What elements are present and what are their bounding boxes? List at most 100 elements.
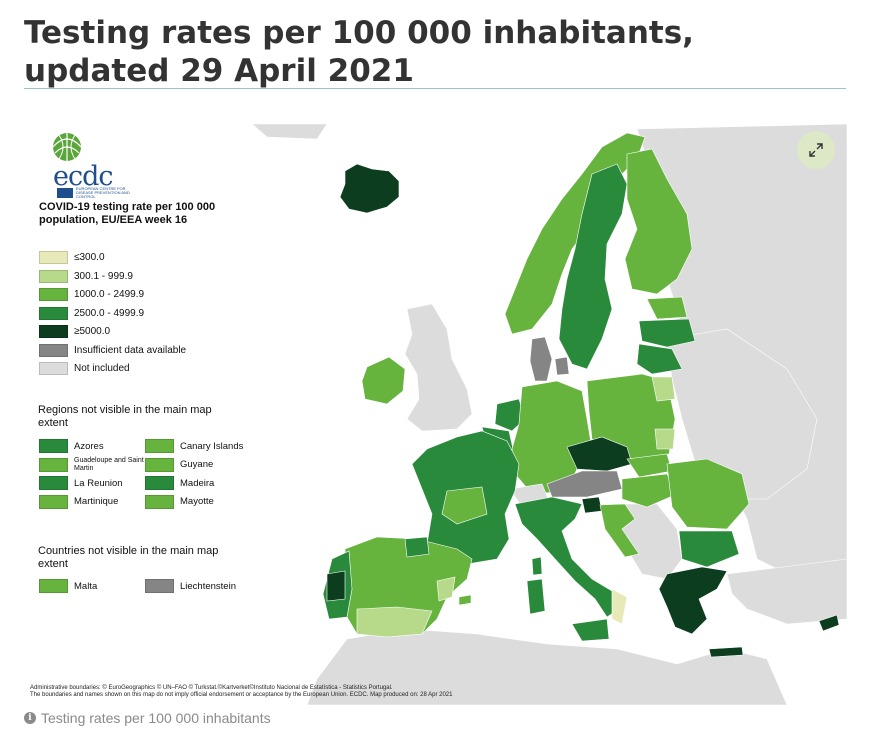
caption-text: Testing rates per 100 000 inhabitants — [41, 710, 271, 726]
title-divider — [24, 88, 846, 89]
expand-icon — [809, 143, 823, 157]
legend-swatch — [39, 325, 68, 338]
legend-row: 300.1 - 999.9 — [39, 269, 133, 283]
info-icon: i — [24, 712, 36, 724]
greece[interactable] — [658, 566, 728, 635]
legend-row: Not included — [39, 362, 130, 375]
legend-label: 300.1 - 999.9 — [74, 270, 133, 282]
ireland[interactable] — [361, 356, 406, 405]
france-centre[interactable] — [441, 486, 488, 525]
denmark-islands[interactable] — [554, 356, 570, 376]
poland-south[interactable] — [654, 428, 676, 450]
legend-label: Not included — [74, 363, 130, 374]
iceland[interactable] — [339, 163, 400, 214]
sardinia[interactable] — [526, 578, 546, 615]
denmark[interactable] — [529, 336, 553, 382]
sweden[interactable] — [558, 163, 628, 370]
legend-title: COVID-19 testing rate per 100 000 popula… — [39, 201, 216, 226]
region-swatch — [145, 494, 174, 509]
footnote-line-2: The boundaries and names shown on this m… — [30, 692, 453, 698]
corsica[interactable] — [531, 556, 543, 576]
region-label: Azores — [74, 440, 104, 452]
region-label: Canary Islands — [180, 440, 244, 452]
countries-title: Countries not visible in the main map ex… — [38, 545, 219, 570]
region-label: Mayotte — [180, 496, 214, 507]
lithuania[interactable] — [636, 343, 683, 375]
footnote-line-1: Administrative boundaries: © EuroGeograp… — [30, 685, 393, 691]
legend-row: Insufficient data available — [39, 343, 187, 357]
logo-wordmark: ecdc — [53, 161, 114, 192]
estonia[interactable] — [646, 296, 688, 320]
cyprus[interactable] — [818, 614, 840, 632]
europe-map[interactable] — [27, 119, 847, 705]
land-uk — [404, 303, 473, 432]
romania[interactable] — [666, 458, 750, 530]
legend-swatch — [39, 251, 68, 264]
balearic[interactable] — [458, 594, 472, 606]
country-swatch — [39, 579, 68, 593]
page-title: Testing rates per 100 000 inhabitants, u… — [24, 15, 694, 89]
region-item: Guadeloupe and Saint Martin — [39, 456, 149, 472]
regions-title: Regions not visible in the main map exte… — [38, 404, 212, 429]
portugal-centre[interactable] — [326, 570, 346, 602]
region-swatch — [39, 439, 68, 453]
legend-label: ≥5000.0 — [74, 326, 111, 337]
country-label: Liechtenstein — [180, 580, 236, 592]
legend-label: Insufficient data available — [74, 344, 187, 356]
finland[interactable] — [624, 148, 693, 295]
crete[interactable] — [708, 646, 744, 658]
legend-row: ≥5000.0 — [39, 325, 110, 338]
land-ukraine-belarus — [666, 328, 818, 500]
legend-label: 1000.0 - 2499.9 — [74, 289, 145, 300]
figure-caption: i Testing rates per 100 000 inhabitants — [24, 710, 271, 726]
region-label: Madeira — [180, 477, 215, 489]
region-label: Martinique — [74, 496, 119, 507]
legend-label: ≤300.0 — [74, 252, 105, 263]
region-swatch — [39, 494, 68, 509]
map-frame[interactable]: ecdc EUROPEAN CENTRE FOR DISEASE PREVENT… — [27, 119, 847, 705]
spain-north[interactable] — [404, 536, 430, 558]
legend-row: ≤300.0 — [39, 251, 105, 264]
region-item: Canary Islands — [145, 439, 255, 453]
globe-icon — [52, 133, 82, 161]
map-footnote: Administrative boundaries: © EuroGeograp… — [30, 685, 590, 699]
country-swatch — [145, 579, 174, 593]
land-turkey — [726, 558, 847, 625]
region-label: Guyane — [180, 459, 214, 470]
legend-row: 1000.0 - 2499.9 — [39, 288, 144, 301]
region-swatch — [145, 439, 174, 453]
region-item: Guyane — [145, 457, 255, 472]
bulgaria[interactable] — [678, 530, 740, 568]
logo-subtitle: EUROPEAN CENTRE FOR DISEASE PREVENTION A… — [76, 186, 130, 199]
spain-east[interactable] — [436, 576, 456, 602]
sicily[interactable] — [571, 618, 610, 642]
croatia[interactable] — [599, 503, 640, 558]
region-swatch — [39, 476, 68, 490]
legend-swatch — [39, 306, 68, 320]
eu-flag-icon — [57, 188, 73, 198]
expand-button[interactable] — [797, 131, 835, 169]
region-item: La Reunion — [39, 476, 149, 490]
legend-swatch — [39, 343, 68, 357]
region-swatch — [39, 457, 68, 472]
country-item: Malta — [39, 579, 97, 593]
region-label: Guadeloupe and Saint Martin — [74, 456, 144, 472]
poland-east[interactable] — [651, 376, 676, 402]
region-item: Martinique — [39, 494, 149, 509]
region-swatch — [145, 476, 174, 490]
legend-row: 2500.0 - 4999.9 — [39, 306, 144, 320]
slovenia[interactable] — [581, 496, 603, 514]
map-legend: ecdc EUROPEAN CENTRE FOR DISEASE PREVENT… — [27, 119, 297, 599]
region-item: Mayotte — [145, 494, 255, 509]
land-arctic — [251, 123, 328, 140]
region-label: La Reunion — [74, 477, 123, 489]
latvia[interactable] — [638, 318, 696, 348]
country-label: Malta — [74, 580, 98, 592]
spain-south[interactable] — [356, 606, 433, 638]
hungary[interactable] — [621, 473, 678, 508]
country-item: Liechtenstein — [145, 579, 236, 593]
legend-swatch — [39, 362, 68, 375]
ecdc-logo: ecdc EUROPEAN CENTRE FOR DISEASE PREVENT… — [39, 125, 130, 199]
italy-south[interactable] — [611, 588, 628, 625]
region-item: Madeira — [145, 476, 255, 490]
